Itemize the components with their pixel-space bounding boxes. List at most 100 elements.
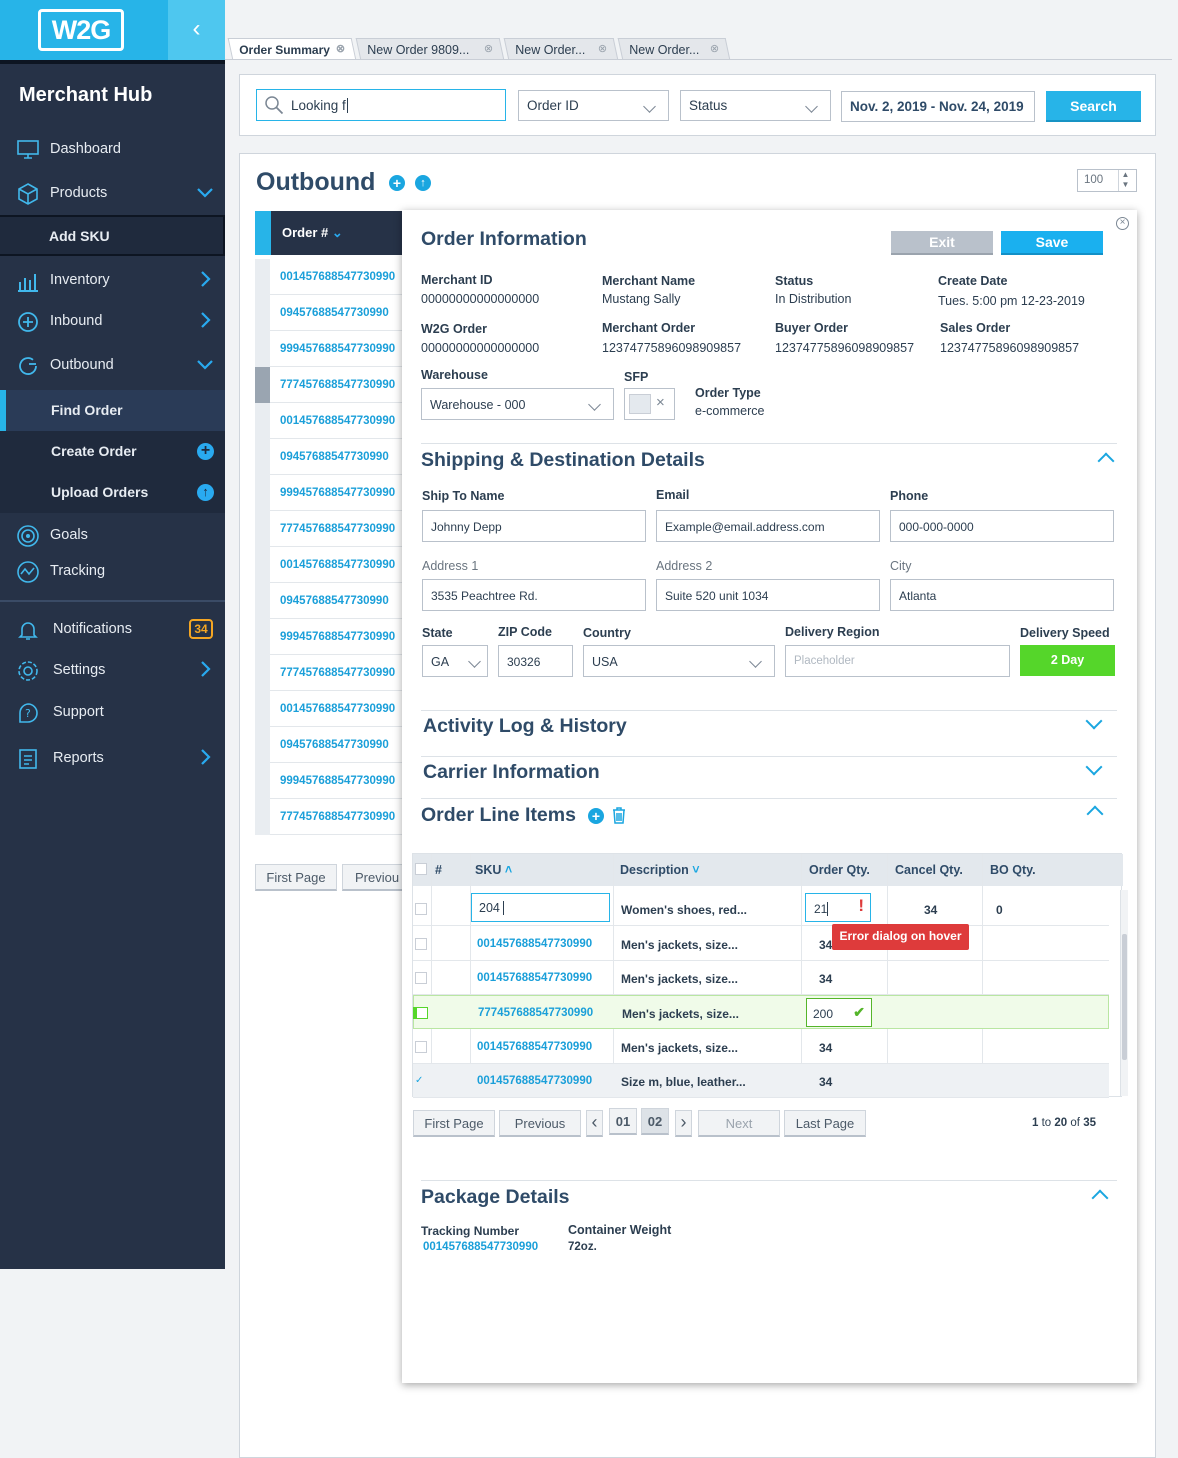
order-list-row[interactable]: 09457688547730990 [255,439,405,475]
email-field[interactable]: Example@email.address.com [656,510,880,542]
tab-order-summary[interactable]: Order Summary ⊗ [227,38,357,60]
order-number-link[interactable]: 001457688547730990 [280,703,396,715]
sidebar-item-outbound[interactable]: Outbound [0,346,225,386]
chevron-up-icon[interactable] [1091,1189,1109,1207]
order-list-row[interactable]: 09457688547730990 [255,583,405,619]
row-checkbox[interactable] [415,903,427,915]
last-page-button[interactable]: Last Page [784,1110,866,1137]
order-qty-input-error[interactable]: 21! [805,893,871,922]
order-number-link[interactable]: 09457688547730990 [280,451,389,463]
save-button[interactable]: Save [1001,231,1103,255]
order-number-link[interactable]: 777457688547730990 [280,523,396,535]
row-checkbox[interactable] [415,938,427,950]
delivery-region-input[interactable]: Placeholder [785,645,1010,677]
row-checkbox[interactable]: ✓ [415,1075,424,1086]
sfp-toggle[interactable]: × [624,388,675,420]
sku-link[interactable]: 001457688547730990 [477,972,593,984]
sidebar-subitem-create-order[interactable]: Create Order + [0,431,225,472]
sidebar-item-dashboard[interactable]: Dashboard [0,130,225,170]
sidebar-subitem-add-sku[interactable]: Add SKU [0,215,225,256]
order-number-link[interactable]: 999457688547730990 [280,631,396,643]
order-qty-input-valid[interactable]: 200 ✔ [806,998,872,1027]
order-list-row[interactable]: 999457688547730990 [255,619,405,655]
order-number-link[interactable]: 777457688547730990 [280,811,396,823]
carrier-information-title[interactable]: Carrier Information [423,761,600,783]
close-tab-icon[interactable]: ⊗ [597,43,607,55]
close-tab-icon[interactable]: ⊗ [483,43,493,55]
sku-link[interactable]: 001457688547730990 [477,1075,593,1087]
order-list-row[interactable]: 999457688547730990 [255,763,405,799]
sidebar-item-reports[interactable]: Reports [0,739,225,779]
order-list-header[interactable]: Order # ⌄ [255,211,405,255]
collapse-sidebar-button[interactable]: ‹ [168,0,225,60]
zip-input[interactable]: 30326 [498,645,573,677]
sidebar-item-goals[interactable]: Goals [0,516,225,556]
chevron-up-icon[interactable] [1097,452,1115,470]
w2g-logo[interactable]: W2G [38,9,124,51]
order-list-row[interactable]: 999457688547730990 [255,475,405,511]
chevron-right-icon[interactable]: › [675,1110,692,1137]
order-number-link[interactable]: 999457688547730990 [280,343,396,355]
warehouse-select[interactable]: Warehouse - 000 [421,388,614,420]
order-list-row[interactable]: 001457688547730990 [255,691,405,727]
add-order-icon[interactable]: + [389,175,405,191]
per-page-stepper[interactable]: 100 ▲ ▼ [1077,169,1137,192]
tab-new-order-3[interactable]: New Order... ⊗ [617,38,731,60]
chevron-left-icon[interactable]: ‹ [586,1110,603,1137]
order-number-link[interactable]: 001457688547730990 [280,271,396,283]
select-all-checkbox[interactable] [415,863,427,875]
chevron-up-icon[interactable] [1086,805,1104,823]
first-page-button[interactable]: First Page [413,1110,495,1137]
page-01-button[interactable]: 01 [609,1108,637,1135]
scrollbar-thumb[interactable] [1122,934,1127,1060]
sku-input[interactable]: 204 [471,893,610,922]
close-tab-icon[interactable]: ⊗ [709,43,719,55]
plus-icon[interactable]: + [197,443,214,460]
order-list-row[interactable]: 777457688547730990 [255,511,405,547]
tab-new-order-1[interactable]: New Order 9809... ⊗ [355,38,505,60]
close-icon[interactable]: × [656,394,665,411]
sku-link[interactable]: 001457688547730990 [477,938,593,950]
status-select[interactable]: Status [680,90,831,121]
column-description[interactable]: Description ˅ [620,863,700,877]
order-number-link[interactable]: 777457688547730990 [280,667,396,679]
sidebar-item-settings[interactable]: Settings [0,651,225,691]
previous-page-button[interactable]: Previous [499,1110,581,1137]
order-list-row[interactable]: 777457688547730990 [255,367,405,403]
order-number-link[interactable]: 777457688547730990 [280,379,396,391]
stepper-arrows-icon[interactable]: ▲ ▼ [1118,170,1132,191]
ship-to-name-input[interactable]: Johnny Depp [422,510,646,542]
order-list-row[interactable]: 001457688547730990 [255,547,405,583]
order-number-link[interactable]: 001457688547730990 [280,559,396,571]
phone-field[interactable]: 000-000-0000 [890,510,1114,542]
next-page-button[interactable]: Next [698,1110,780,1137]
sidebar-subitem-find-order[interactable]: Find Order [0,390,225,431]
row-checkbox[interactable] [416,1007,428,1019]
order-list-row[interactable]: 777457688547730990 [255,655,405,691]
sidebar-item-inbound[interactable]: Inbound [0,302,225,342]
order-number-link[interactable]: 999457688547730990 [280,487,396,499]
column-sku[interactable]: SKU ˄ [475,863,512,877]
order-list-row[interactable]: 999457688547730990 [255,331,405,367]
order-number-link[interactable]: 001457688547730990 [280,415,396,427]
address1-input[interactable]: 3535 Peachtree Rd. [422,579,646,611]
address2-input[interactable]: Suite 520 unit 1034 [656,579,880,611]
previous-page-button[interactable]: Previou [342,864,412,891]
exit-button[interactable]: Exit [891,231,993,255]
order-number-link[interactable]: 09457688547730990 [280,595,389,607]
country-select[interactable]: USA [583,645,775,677]
order-list-row[interactable]: 777457688547730990 [255,799,405,835]
add-line-item-icon[interactable]: + [588,808,604,824]
trash-icon[interactable] [612,806,626,829]
error-icon[interactable]: ! [858,896,864,915]
search-input[interactable]: Looking f [256,89,506,121]
page-02-button[interactable]: 02 [641,1108,669,1135]
order-list-row[interactable]: 001457688547730990 [255,403,405,439]
sku-link[interactable]: 777457688547730990 [478,1007,594,1019]
sidebar-item-inventory[interactable]: Inventory [0,261,225,301]
close-tab-icon[interactable]: ⊗ [335,43,345,55]
upload-order-icon[interactable]: ↑ [415,175,431,191]
sfp-checkbox[interactable] [629,394,651,414]
sidebar-item-tracking[interactable]: Tracking [0,552,225,592]
upload-icon[interactable]: ↑ [197,484,214,501]
